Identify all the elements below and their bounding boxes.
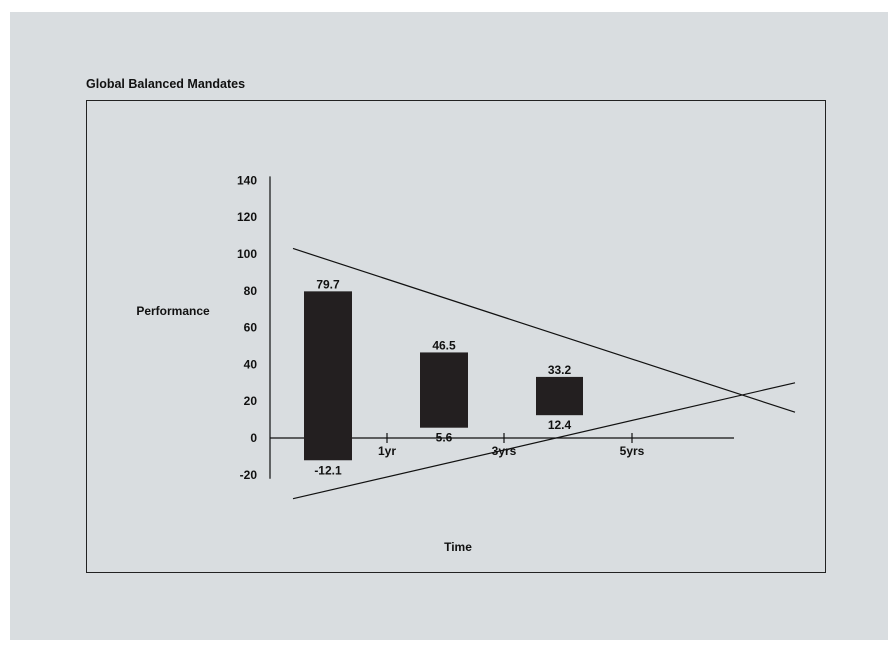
x-tick-label: 5yrs <box>620 444 645 458</box>
bar-low-label: -12.1 <box>314 463 342 477</box>
y-tick-label: 40 <box>244 357 258 371</box>
range-bar <box>304 291 352 461</box>
trend-line-upper <box>292 247 796 413</box>
y-tick-label: 0 <box>250 431 257 445</box>
y-tick-label: 80 <box>244 284 258 298</box>
y-tick-label: -20 <box>240 468 258 482</box>
chart-frame <box>86 100 826 573</box>
x-axis-title: Time <box>444 540 472 554</box>
range-bar <box>420 352 468 428</box>
bar-low-label: 5.6 <box>436 431 453 445</box>
bar-high-label: 79.7 <box>316 277 340 291</box>
bar-low-label: 12.4 <box>548 418 572 432</box>
y-tick-label: 60 <box>244 321 258 335</box>
trend-line-lower <box>292 382 796 500</box>
bar-high-label: 46.5 <box>432 338 456 352</box>
bar-high-label: 33.2 <box>548 363 572 377</box>
y-tick-label: 120 <box>237 210 257 224</box>
y-tick-label: 140 <box>237 173 257 187</box>
y-axis-title: Performance <box>136 304 210 318</box>
x-tick-label: 1yr <box>378 444 396 458</box>
chart-title: Global Balanced Mandates <box>86 77 246 91</box>
y-tick-label: 100 <box>237 247 257 261</box>
chart-background-panel <box>10 12 888 640</box>
y-tick-label: 20 <box>244 394 258 408</box>
x-tick-label: 3yrs <box>492 444 517 458</box>
range-bar <box>536 376 583 416</box>
